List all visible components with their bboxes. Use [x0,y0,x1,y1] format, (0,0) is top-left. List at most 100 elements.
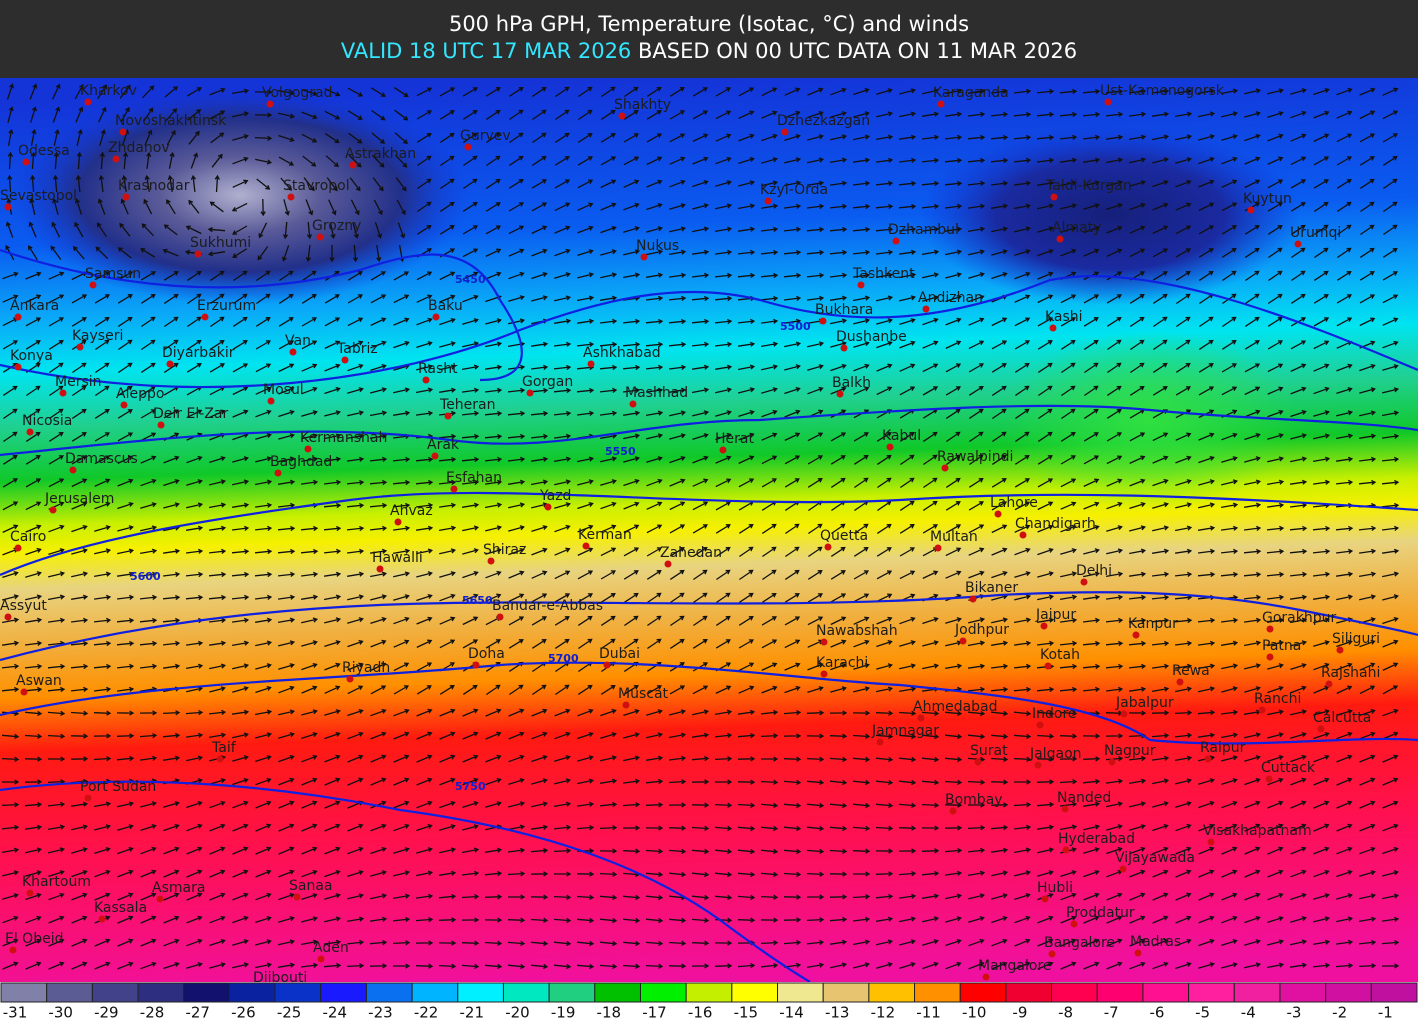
city-label: Surat [970,743,1008,759]
city-dot [1070,920,1078,928]
city-label: Gorgan [522,374,573,390]
city-dot [4,203,12,211]
city-dot [1119,865,1127,873]
city-label: Multan [930,529,978,545]
city-label: Konya [10,348,53,364]
legend-swatch [1096,982,1144,1003]
city-dot [157,421,165,429]
city-label: Teheran [439,397,495,413]
city-label: Rewa [1172,663,1210,679]
city-dot [1294,240,1302,248]
city-dot [994,510,1002,518]
city-label: Shakhty [614,97,671,113]
city-dot [1019,531,1027,539]
city-label: Andizhan [918,290,983,306]
city-dot [937,100,945,108]
legend-swatch [365,982,413,1003]
city-dot [781,128,789,136]
city-dot [922,305,930,313]
city-dot [89,281,97,289]
legend-label: -3 [1286,1004,1301,1022]
city-label: Gorakhpur [1262,610,1336,626]
city-dot [949,807,957,815]
legend-swatch [228,982,276,1003]
city-dot [1034,761,1042,769]
height-contour [0,661,1418,745]
city-dot [304,445,312,453]
legend-swatch [914,982,961,1003]
city-dot [1056,235,1064,243]
legend-swatch [1279,982,1327,1003]
city-dot [582,542,590,550]
city-label: Raipur [1200,740,1246,756]
contour-label: 5450 [455,273,486,286]
city-label: Yazd [539,488,571,504]
city-dot [84,98,92,106]
city-label: Ashkhabad [583,345,661,361]
city-label: Damascus [65,451,138,467]
city-label: Kashi [1045,309,1083,325]
city-label: Rasht [418,361,458,377]
city-label: Bikaner [965,580,1018,596]
legend-label: -21 [460,1004,485,1022]
city-dot [1041,895,1049,903]
city-label: Khartoum [22,874,91,890]
city-dot [1080,578,1088,586]
city-label: Gurvev [460,128,511,144]
city-label: Samsun [85,266,141,282]
city-dot [76,343,84,351]
city-dot [1104,98,1112,106]
legend-swatch [1142,982,1190,1003]
legend-swatch [46,982,93,1003]
legend-swatch [457,982,504,1003]
city-label: Quetta [820,528,868,544]
city-dot [20,688,28,696]
city-dot [820,670,828,678]
city-dot [640,253,648,261]
city-dot [496,613,504,621]
city-label: Kotah [1040,647,1080,663]
city-label: Sukhumi [190,235,251,251]
city-dot [112,155,120,163]
city-dot [587,360,595,368]
legend-label: -30 [48,1004,73,1022]
city-label: Karaganda [933,85,1009,101]
city-dot [4,613,12,621]
city-dot [394,518,402,526]
city-dot [892,237,900,245]
city-label: Calcutta [1313,710,1371,726]
city-dot [629,400,637,408]
city-label: Kharkov [80,83,137,99]
city-dot [444,412,452,420]
legend-label: -15 [734,1004,759,1022]
city-dot [1317,725,1325,733]
height-contour [0,780,811,983]
city-label: Patna [1262,638,1301,654]
contour-label: 5700 [548,652,579,665]
city-dot [982,973,990,981]
city-dot [1247,206,1255,214]
city-dot [293,893,301,901]
contour-label: 5750 [455,780,486,793]
city-dot [287,193,295,201]
wind-arrows [1,83,1400,970]
city-dot [26,889,34,897]
city-label: Krasnodar [118,178,190,194]
city-label: Jalgaon [1029,746,1082,762]
city-dot [764,197,772,205]
city-label: Ankara [10,298,59,314]
city-label: Van [285,333,311,349]
city-dot [603,661,611,669]
city-label: Astrakhan [345,146,416,162]
legend-swatch [0,982,48,1003]
city-label: Erzurum [197,298,256,314]
city-dot [974,758,982,766]
city-label: Aleppo [116,386,164,402]
city-dot [1120,710,1128,718]
legend-label: -27 [185,1004,210,1022]
city-label: Dzhambul [888,222,959,238]
city-label: Zahedan [660,545,722,561]
city-label: Bangalore [1044,935,1115,951]
city-dot [316,233,324,241]
